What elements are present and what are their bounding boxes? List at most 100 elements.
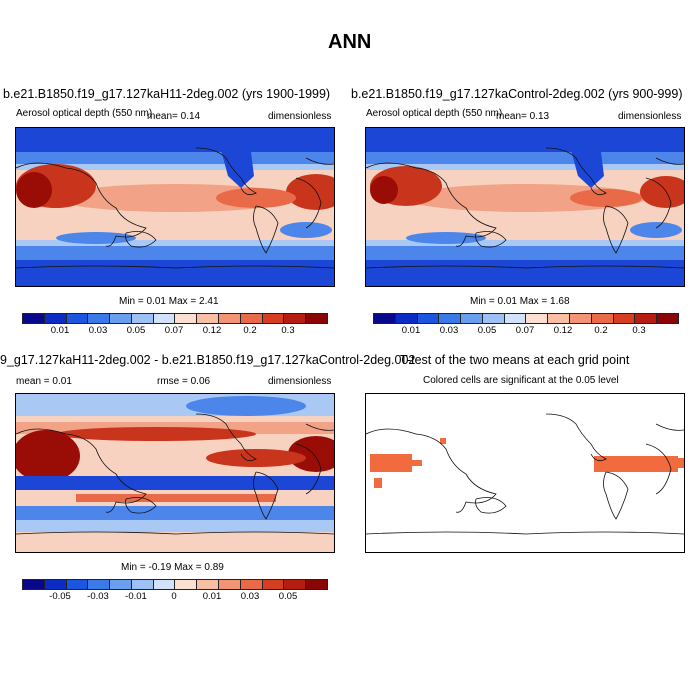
colorbar-swatch [23, 314, 45, 323]
coastlines [366, 413, 684, 535]
test-aod-map [15, 127, 335, 287]
colorbar-swatch [219, 580, 241, 589]
diff-units-label: dimensionless [268, 376, 332, 387]
colorbar-tick-label: 0.3 [632, 325, 646, 336]
control-units-label: dimensionless [618, 111, 682, 122]
colorbar-tick-label: 0.01 [401, 325, 421, 336]
colorbar-swatch [66, 314, 89, 323]
north-america-low [221, 150, 254, 188]
colorbar-tick-label: 0.05 [278, 591, 298, 602]
atlantic-plume [570, 189, 642, 207]
colorbar-swatch [197, 580, 220, 589]
south-pacific-low [406, 232, 486, 244]
significant-cells-arabian-sea [370, 454, 412, 472]
test-mean-label: mean= 0.14 [147, 111, 201, 122]
diff-aod-map [15, 393, 335, 553]
colorbar-swatch [284, 580, 307, 589]
southern-decrease-band [16, 506, 334, 520]
colorbar-swatch [306, 580, 327, 589]
colorbar-tick-label: 0.01 [50, 325, 70, 336]
colorbar-tick-label: 0.3 [281, 325, 295, 336]
test-colorbar [22, 313, 328, 324]
significant-cells-arabian-sea [412, 460, 422, 466]
coastlines [16, 147, 334, 269]
significant-cells-africa [374, 478, 382, 488]
southern-ocean-band [16, 246, 334, 260]
diff-minmax-label: Min = -0.19 Max = 0.89 [121, 562, 224, 573]
colorbar-swatch [88, 580, 111, 589]
diff-panel-title: 9_g17.127kaH11-2deg.002 - b.e21.B1850.f1… [0, 353, 416, 367]
colorbar-swatch [613, 314, 636, 323]
colorbar-swatch [110, 580, 132, 589]
colorbar-swatch [635, 314, 658, 323]
test-variable-label: Aerosol optical depth (550 nm) [16, 108, 153, 119]
colorbar-tick-label: 0.12 [553, 325, 573, 336]
colorbar-swatch [175, 314, 198, 323]
colorbar-tick-label: 0.12 [202, 325, 222, 336]
equatorial-decrease-band [16, 476, 334, 490]
control-panel-title: b.e21.B1850.f19_g17.127kaControl-2deg.00… [351, 87, 683, 101]
control-aod-map [365, 127, 685, 287]
north-high-latitude-band [16, 128, 334, 152]
southern-ocean-band [366, 246, 684, 260]
colorbar-swatch [110, 314, 132, 323]
colorbar-swatch [570, 314, 592, 323]
colorbar-tick-label: 0.03 [240, 591, 260, 602]
indian-ocean-low [630, 222, 682, 238]
colorbar-swatch [44, 314, 67, 323]
colorbar-swatch [175, 580, 198, 589]
colorbar-swatch [439, 314, 462, 323]
colorbar-swatch [66, 580, 89, 589]
colorbar-swatch [657, 314, 678, 323]
diff-mean-label: mean = 0.01 [16, 376, 72, 387]
colorbar-swatch [504, 314, 527, 323]
colorbar-tick-label: 0.2 [594, 325, 608, 336]
test-panel-title: b.e21.B1850.f19_g17.127kaH11-2deg.002 (y… [3, 87, 331, 101]
colorbar-swatch [306, 314, 327, 323]
colorbar-tick-label: 0 [171, 591, 177, 602]
colorbar-swatch [219, 314, 241, 323]
significant-cells-tropical-atlantic [594, 456, 678, 472]
coastlines [366, 147, 684, 269]
colorbar-swatch [153, 314, 176, 323]
indian-ocean-low [280, 222, 332, 238]
colorbar-tick-label: -0.01 [125, 591, 147, 602]
north-transition-band [16, 164, 334, 170]
control-mean-label: mean= 0.13 [496, 111, 550, 122]
coastlines [16, 413, 334, 535]
north-atlantic-decrease [186, 396, 306, 416]
colorbar-swatch [240, 580, 263, 589]
colorbar-swatch [88, 314, 111, 323]
south-asia-peak [370, 176, 398, 204]
colorbar-tick-label: -0.05 [49, 591, 71, 602]
colorbar-swatch [131, 314, 154, 323]
colorbar-swatch [548, 314, 571, 323]
north-transition-band [366, 164, 684, 170]
atlantic-increase [206, 449, 306, 467]
colorbar-swatch [526, 314, 549, 323]
colorbar-tick-label: 0.07 [164, 325, 184, 336]
south-asia-increase [16, 430, 80, 482]
south-subtropical-increase [76, 494, 276, 502]
colorbar-tick-label: 0.03 [439, 325, 459, 336]
colorbar-tick-label: -0.03 [87, 591, 109, 602]
africa-dust-max [640, 176, 684, 208]
colorbar-tick-label: 0.03 [88, 325, 108, 336]
north-high-latitude-band [366, 128, 684, 152]
ttest-subtitle: Colored cells are significant at the 0.0… [423, 375, 619, 386]
control-minmax-label: Min = 0.01 Max = 1.68 [470, 296, 570, 307]
control-colorbar [373, 313, 679, 324]
control-variable-label: Aerosol optical depth (550 nm) [366, 108, 503, 119]
diff-rmse-label: rmse = 0.06 [157, 376, 211, 387]
antarctic-band [16, 260, 334, 286]
africa-dust-max [286, 174, 334, 210]
south-asia-peak [16, 172, 52, 208]
colorbar-swatch [23, 580, 45, 589]
antarctic-band [16, 532, 334, 552]
colorbar-swatch [482, 314, 505, 323]
colorbar-swatch [395, 314, 418, 323]
antarctic-band [366, 260, 684, 286]
colorbar-swatch [417, 314, 440, 323]
colorbar-swatch [262, 580, 285, 589]
colorbar-tick-label: 0.01 [202, 591, 222, 602]
